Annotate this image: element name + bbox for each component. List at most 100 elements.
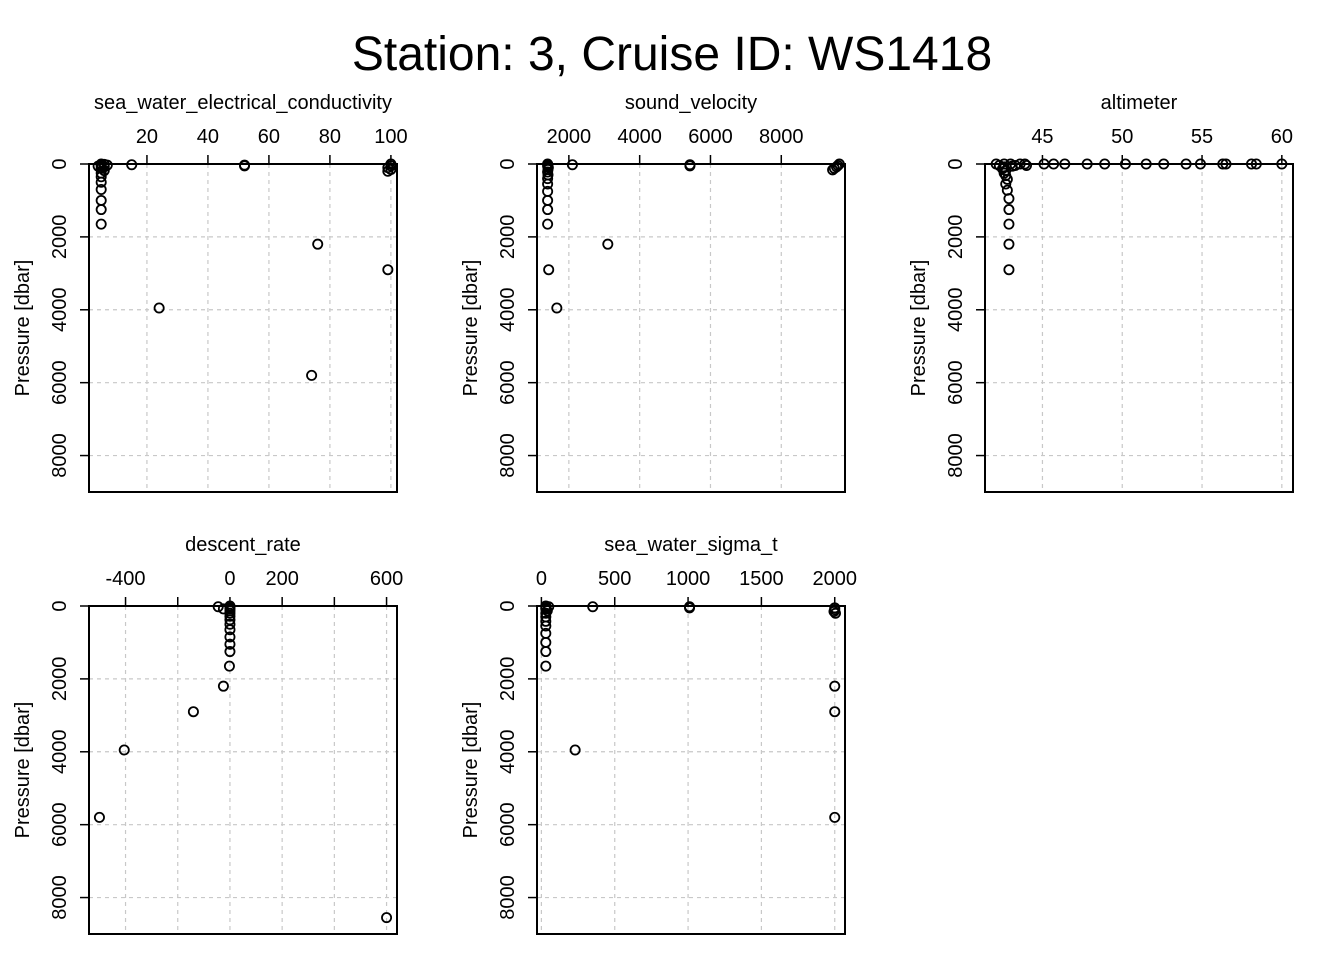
x-tick-label: 0 — [224, 568, 235, 590]
data-point — [1003, 193, 1015, 205]
data-point — [224, 618, 236, 630]
x-tick-label: 80 — [319, 126, 341, 148]
data-point — [95, 184, 107, 196]
x-tick-label: 20 — [136, 126, 158, 148]
y-tick-label: 0 — [497, 158, 519, 169]
data-point — [1003, 238, 1015, 250]
data-point — [829, 680, 841, 692]
y-tick-label: 2000 — [49, 657, 71, 702]
panel-title: altimeter — [1101, 92, 1178, 114]
x-tick-label: 200 — [265, 568, 298, 590]
x-tick-label: 60 — [1271, 126, 1293, 148]
data-point — [93, 811, 105, 823]
y-tick-label: 4000 — [497, 730, 519, 775]
x-tick-label: 0 — [536, 568, 547, 590]
data-point — [543, 601, 555, 613]
y-tick-label: 2000 — [945, 215, 967, 260]
y-tick-label: 4000 — [49, 730, 71, 775]
data-point — [217, 680, 229, 692]
data-point — [312, 238, 324, 250]
data-point — [1180, 158, 1192, 170]
data-point — [1001, 173, 1013, 185]
data-point — [542, 194, 554, 206]
data-point — [187, 706, 199, 718]
plot-frame — [88, 163, 398, 493]
x-tick-label: 40 — [197, 126, 219, 148]
data-point — [1217, 158, 1229, 170]
panel-title: sea_water_electrical_conductivity — [94, 92, 392, 114]
data-point — [1059, 158, 1071, 170]
data-point — [239, 160, 251, 172]
data-point — [306, 369, 318, 381]
y-tick-label: 8000 — [497, 875, 519, 920]
data-point — [224, 610, 236, 622]
data-point — [587, 601, 599, 613]
y-axis-label: Pressure [dbar] — [460, 702, 482, 839]
x-tick-label: 6000 — [688, 126, 733, 148]
x-tick-label: 50 — [1111, 126, 1133, 148]
data-point — [382, 264, 394, 276]
plot-frame — [984, 163, 1294, 493]
data-point — [1276, 158, 1288, 170]
panel-altimeter: altimeter Pressure [dbar] 45 50 55 60 0 2000 4… — [908, 92, 1294, 493]
data-point — [223, 660, 235, 672]
data-point — [1246, 158, 1258, 170]
data-point — [1048, 158, 1060, 170]
x-tick-label: -400 — [106, 568, 146, 590]
data-point — [224, 638, 236, 650]
y-axis-label: Pressure [dbar] — [12, 702, 34, 839]
data-point — [542, 173, 554, 185]
plot-frame — [536, 605, 846, 935]
data-point — [1003, 264, 1015, 276]
x-tick-label: 500 — [598, 568, 631, 590]
y-tick-label: 0 — [49, 600, 71, 611]
panel-title: descent_rate — [185, 534, 301, 556]
panel-sigma-t: sea_water_sigma_t Pressure [dbar] 0 500 10… — [460, 534, 857, 935]
data-point — [566, 159, 578, 171]
data-point — [1099, 158, 1111, 170]
data-point — [95, 204, 107, 216]
data-point — [540, 615, 552, 627]
data-point — [153, 302, 165, 314]
data-point — [1250, 158, 1262, 170]
data-point — [382, 165, 394, 177]
panel-sound-velocity: sound_velocity Pressure [dbar] 2000 4000 6… — [460, 92, 846, 493]
data-point — [1119, 158, 1131, 170]
data-point — [1081, 158, 1093, 170]
y-tick-label: 2000 — [49, 215, 71, 260]
data-point — [540, 660, 552, 672]
data-point — [569, 744, 581, 756]
y-tick-label: 0 — [497, 600, 519, 611]
y-tick-label: 2000 — [497, 657, 519, 702]
data-point — [224, 646, 236, 658]
y-axis-label: Pressure [dbar] — [908, 260, 930, 397]
data-point — [828, 162, 840, 174]
data-point — [540, 607, 552, 619]
y-tick-label: 6000 — [49, 360, 71, 405]
y-tick-label: 6000 — [497, 360, 519, 405]
x-tick-label: 100 — [374, 126, 407, 148]
data-point — [542, 204, 554, 216]
data-point — [1003, 204, 1015, 216]
y-tick-label: 4000 — [497, 288, 519, 333]
data-point — [829, 706, 841, 718]
y-axis-label: Pressure [dbar] — [12, 260, 34, 397]
x-tick-label: 600 — [370, 568, 403, 590]
y-tick-label: 4000 — [945, 288, 967, 333]
panel-title: sea_water_sigma_t — [604, 534, 778, 556]
data-point — [829, 811, 841, 823]
data-point — [543, 264, 555, 276]
y-tick-label: 0 — [945, 158, 967, 169]
data-point — [540, 646, 552, 658]
data-point — [827, 164, 839, 176]
y-axis-label: Pressure [dbar] — [460, 260, 482, 397]
data-point — [1220, 158, 1232, 170]
plot-frame — [88, 605, 398, 935]
data-point — [551, 302, 563, 314]
data-point — [118, 744, 130, 756]
data-point — [1006, 160, 1018, 172]
y-tick-label: 8000 — [945, 433, 967, 478]
y-tick-label: 0 — [49, 158, 71, 169]
x-tick-label: 60 — [258, 126, 280, 148]
